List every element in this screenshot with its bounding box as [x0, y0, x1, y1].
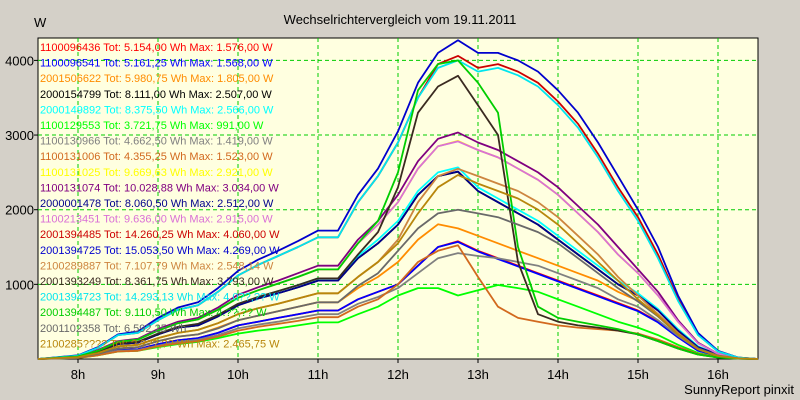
legend-entry: 2001393249 Tot: 8.361,75 Wh Max: 3.793,0…	[40, 276, 274, 288]
y-axis-ticks: 1000 2000 3000 4000	[5, 53, 38, 292]
x-tick-label: 14h	[547, 367, 569, 382]
series-line-2	[37, 240, 759, 360]
legend-entry: 2100285???? Tot: ?.???,?? Wh Max: 2.465,…	[40, 338, 280, 350]
legend-entry: 2000154799 Tot: 8.111,00 Wh Max: 2.507,0…	[40, 89, 272, 101]
legend-entry: 2001394485 Tot: 14.260,25 Wh Max: 4.060,…	[40, 229, 280, 241]
series-line-17	[37, 59, 759, 360]
x-tick-label: 12h	[387, 367, 409, 382]
series-lines	[37, 39, 759, 360]
legend-entry: 1100096436 Tot: 5.154,00 Wh Max: 1.576,0…	[40, 42, 273, 54]
x-tick-label: 13h	[467, 367, 489, 382]
series-line-20	[37, 174, 759, 360]
footer-credit: SunnyReport pinxit	[684, 382, 794, 397]
legend-entry: 2100289887 Tot: 7.107,79 Wh Max: 2.548,1…	[40, 260, 274, 272]
legend-entry: 1100129553 Tot: 3.721,75 Wh Max: 991,00 …	[40, 120, 264, 132]
legend-entry: 2001394725 Tot: 15.053,50 Wh Max: 4.269,…	[40, 245, 280, 257]
legend-entry: 1100096541 Tot: 5.161,25 Wh Max: 1.568,0…	[40, 58, 273, 70]
legend-entry: 2000001478 Tot: 8.060,50 Wh Max: 2.512,0…	[40, 198, 274, 210]
legend-entry: 2001394487 Tot: 9.110,50 Wh Max: 4.??,??…	[40, 307, 267, 319]
x-tick-label: 15h	[627, 367, 649, 382]
x-tick-label: 9h	[151, 367, 165, 382]
y-axis-unit: W	[34, 15, 47, 30]
chart-title: Wechselrichtervergleich vom 19.11.2011	[284, 12, 517, 27]
x-axis-ticks: 8h 9h 10h 11h 12h 13h 14h 15h 16h	[71, 359, 729, 382]
x-tick-label: 11h	[308, 367, 329, 382]
series-line-18	[37, 59, 759, 360]
y-tick-label: 4000	[5, 53, 34, 68]
series-line-19	[37, 208, 759, 360]
grid	[38, 38, 758, 359]
legend: 1100096436 Tot: 5.154,00 Wh Max: 1.576,0…	[40, 42, 280, 350]
legend-entry: 2001102358 Tot: 6.592,25 Wh	[40, 323, 186, 335]
series-line-14	[37, 39, 759, 360]
legend-entry: 1100131006 Tot: 4.355,25 Wh Max: 1.523,0…	[40, 151, 273, 163]
legend-entry: 1100213451 Tot: 9.636,00 Wh Max: 2.915,0…	[40, 214, 273, 226]
legend-entry: 2000149892 Tot: 8.375,50 Wh Max: 2.566,0…	[40, 104, 274, 116]
y-tick-label: 3000	[5, 128, 34, 143]
legend-entry: 2001506622 Tot: 5.980,75 Wh Max: 1.805,0…	[40, 73, 274, 85]
y-tick-label: 2000	[5, 203, 34, 218]
legend-entry: 1100131074 Tot: 10.028,88 Wh Max: 3.034,…	[40, 182, 279, 194]
x-tick-label: 16h	[707, 367, 729, 382]
x-tick-label: 10h	[227, 367, 249, 382]
legend-entry: 1100130966 Tot: 4.662,50 Wh Max: 1.419,0…	[40, 136, 273, 148]
x-tick-label: 8h	[71, 367, 85, 382]
legend-entry: 1100131025 Tot: 9.669,63 Wh Max: 2.921,0…	[40, 167, 273, 179]
legend-entry: 2001394723 Tot: 14.293,13 Wh Max: 4.0??,…	[40, 292, 280, 304]
y-tick-label: 1000	[5, 277, 34, 292]
series-line-7	[37, 252, 759, 360]
series-line-10	[37, 131, 759, 360]
